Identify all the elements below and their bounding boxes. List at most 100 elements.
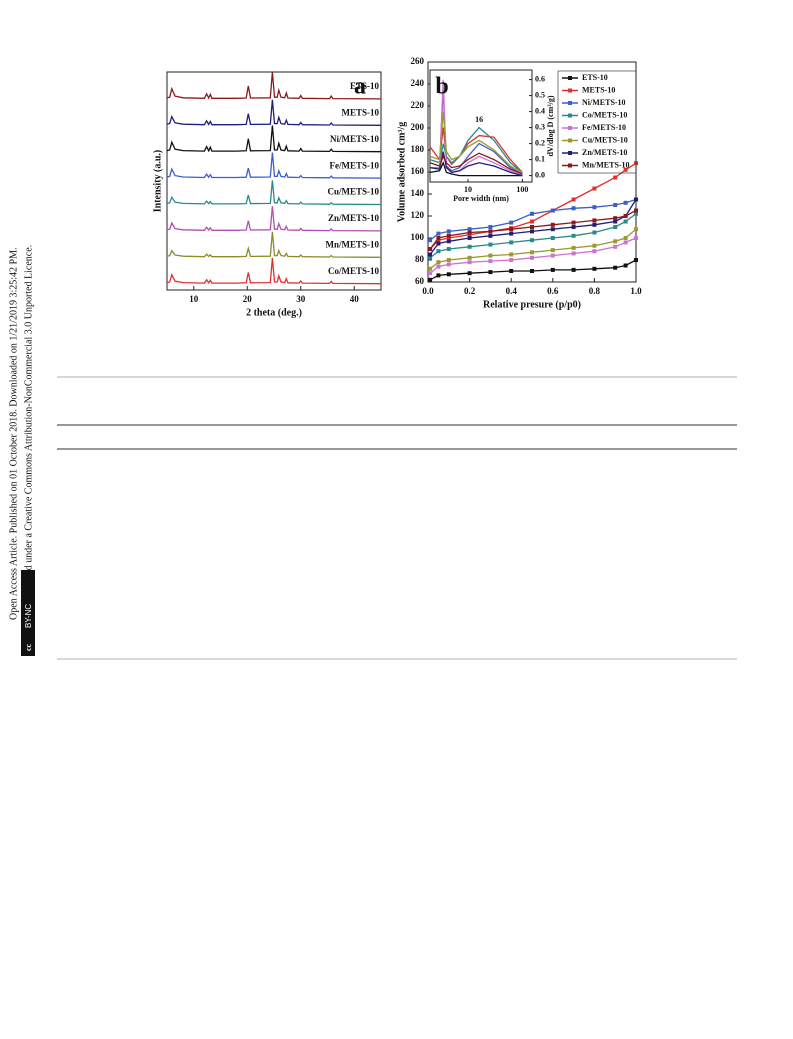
marker (446, 233, 451, 238)
marker (530, 255, 534, 260)
marker (571, 225, 576, 229)
marker (436, 238, 441, 243)
marker (613, 239, 618, 244)
x-axis-label: Relative presure (p/p0) (483, 299, 581, 310)
legend-marker (568, 138, 572, 143)
badge-icon: cc (24, 643, 33, 651)
series-line (166, 231, 382, 258)
marker (634, 258, 638, 262)
series-line (429, 152, 523, 175)
marker (446, 247, 451, 251)
marker (446, 229, 451, 234)
legend-marker (568, 151, 572, 155)
marker (467, 271, 472, 276)
y-tick-label: 180 (411, 144, 425, 154)
x-axis-label: Pore width (nm) (453, 194, 509, 203)
x-tick-label: 0.4 (506, 286, 518, 296)
legend-marker (568, 113, 572, 118)
marker (488, 225, 493, 229)
x-tick-label: 20 (243, 294, 253, 304)
marker (634, 197, 638, 202)
marker (623, 219, 628, 224)
marker (592, 266, 597, 271)
x-tick-label: 0.2 (464, 286, 476, 296)
series-label: METS-10 (341, 107, 379, 117)
marker (550, 227, 555, 232)
x-tick-label: 0.8 (589, 286, 601, 296)
marker (623, 200, 628, 205)
marker (530, 229, 534, 234)
marker (428, 277, 433, 282)
marker (488, 259, 493, 264)
marker (509, 252, 514, 257)
marker (571, 233, 576, 238)
marker (488, 233, 493, 238)
marker (436, 264, 441, 269)
marker (634, 211, 638, 216)
y-axis-label: dV/dlog D (cm³/g) (546, 95, 555, 156)
marker (634, 208, 638, 213)
marker (550, 208, 555, 213)
marker (530, 238, 534, 243)
marker (571, 220, 576, 225)
series-label: Cu/METS-10 (327, 187, 379, 197)
marker (530, 225, 534, 229)
series-label: Co/METS-10 (328, 266, 380, 276)
series-line (166, 125, 382, 153)
series-line (429, 151, 523, 177)
marker (592, 249, 597, 254)
series-line (429, 111, 523, 173)
y-tick-label: 260 (411, 56, 425, 66)
series-label: Mn/METS-10 (325, 239, 379, 249)
y-axis-label: Volume adsorbed cm³/g (396, 122, 407, 222)
marker (550, 267, 555, 272)
y-tick-label: 60 (415, 276, 425, 286)
marker (509, 220, 514, 225)
series-line (166, 257, 382, 285)
marker (509, 231, 514, 236)
marker (467, 236, 472, 240)
marker (592, 230, 597, 235)
marker (592, 218, 597, 223)
marker (530, 269, 534, 273)
marker (613, 225, 618, 229)
y-tick-label: 0.0 (535, 170, 545, 179)
y-tick-label: 0.6 (535, 74, 545, 83)
marker (467, 232, 472, 237)
marker (428, 238, 433, 243)
x-tick-label: 40 (350, 294, 360, 304)
marker (446, 262, 451, 267)
series-line (166, 152, 382, 179)
marker (571, 267, 576, 272)
series-label: Zn/METS-10 (328, 213, 380, 223)
y-tick-label: 0.3 (535, 122, 545, 131)
annotation: 16 (475, 115, 483, 124)
y-tick-label: 220 (411, 100, 425, 110)
marker (467, 227, 472, 232)
legend-label: Co/METS-10 (582, 110, 627, 119)
marker (467, 255, 472, 260)
marker (571, 245, 576, 250)
marker (509, 258, 514, 262)
marker (613, 203, 618, 207)
marker (436, 241, 441, 246)
marker (488, 242, 493, 247)
y-tick-label: 0.2 (535, 138, 545, 147)
marker (467, 260, 472, 265)
legend-label: Ni/METS-10 (582, 98, 626, 107)
legend-label: METS-10 (582, 85, 615, 94)
marker (634, 236, 638, 240)
legend-marker (568, 88, 572, 93)
legend-marker (568, 101, 572, 105)
margin-note: Open Access Article. Published on 01 Oct… (8, 248, 19, 620)
y-tick-label: 100 (411, 232, 425, 242)
y-tick-label: 80 (415, 254, 425, 264)
marker (428, 252, 433, 257)
marker (436, 249, 441, 254)
marker (613, 216, 618, 221)
legend-label: Zn/METS-10 (582, 148, 627, 157)
marker (509, 240, 514, 245)
marker (488, 253, 493, 258)
marker (550, 248, 555, 253)
series-label: ETS-10 (350, 81, 380, 91)
